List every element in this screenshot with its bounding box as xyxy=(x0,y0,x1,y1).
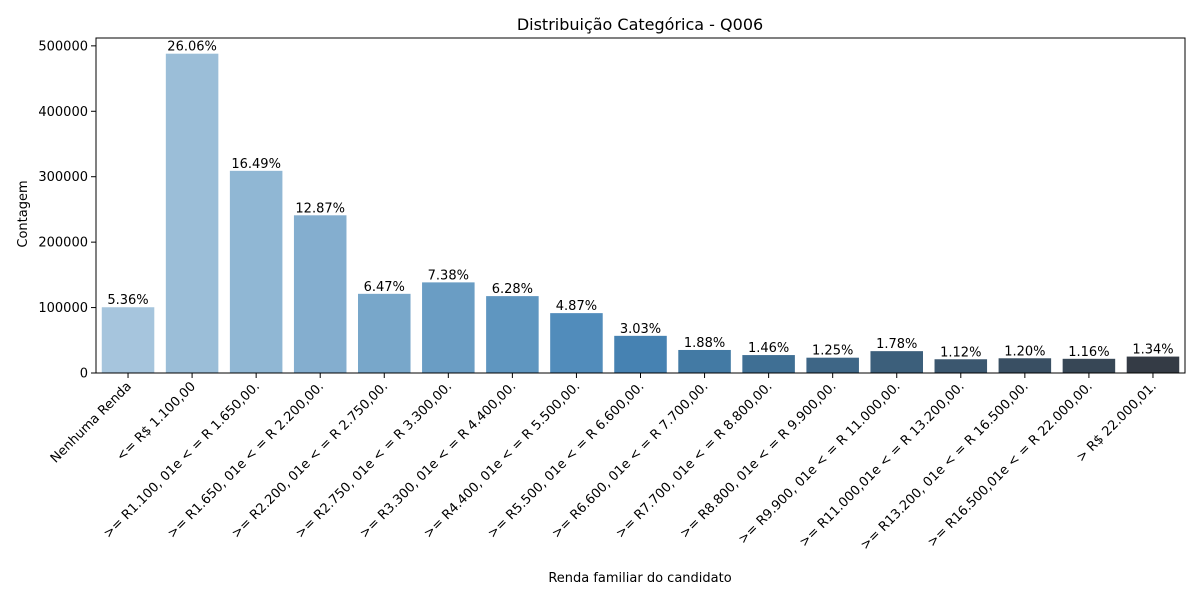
data-label: 1.34% xyxy=(1132,343,1173,358)
data-label: 3.03% xyxy=(620,322,661,337)
bar xyxy=(614,335,667,373)
data-label: 1.12% xyxy=(940,345,981,360)
bar xyxy=(742,355,795,373)
bar xyxy=(870,351,923,373)
y-axis-label: Contagem xyxy=(16,180,31,247)
data-label: 5.36% xyxy=(107,293,148,308)
bar xyxy=(293,215,347,373)
bar xyxy=(165,53,219,373)
bar xyxy=(358,293,411,373)
y-tick-label: 0 xyxy=(80,367,88,382)
bar xyxy=(1062,358,1116,373)
bar xyxy=(422,282,475,373)
bar xyxy=(229,170,283,373)
data-label: 1.25% xyxy=(812,344,853,359)
bar xyxy=(550,313,603,373)
data-label: 4.87% xyxy=(556,299,597,314)
bar xyxy=(486,296,539,373)
data-label: 26.06% xyxy=(167,40,217,55)
bar xyxy=(1126,356,1180,373)
bar xyxy=(678,349,731,373)
y-tick-label: 400000 xyxy=(38,105,88,120)
bars-layer xyxy=(101,53,1180,373)
data-labels-layer: 5.36% 26.06% 16.49% 12.87% 6.47% 7.38% 6.28% 4.… xyxy=(107,40,1173,361)
bar xyxy=(806,357,859,373)
y-tick-label: 500000 xyxy=(38,39,88,54)
bar xyxy=(934,359,988,373)
data-label: 12.87% xyxy=(295,201,345,216)
data-label: 1.46% xyxy=(748,341,789,356)
data-label: 6.28% xyxy=(492,282,533,297)
data-label: 1.16% xyxy=(1068,345,1109,360)
y-axis: 0 100000 200000 300000 400000 500000 xyxy=(38,39,96,382)
y-tick-label: 200000 xyxy=(38,236,88,251)
bar xyxy=(101,307,155,373)
y-tick-label: 300000 xyxy=(38,170,88,185)
x-axis: Nenhuma Renda<= R$ 1.100,00>= R1.100, 01… xyxy=(48,373,1160,553)
y-tick-label: 100000 xyxy=(38,301,88,316)
data-label: 6.47% xyxy=(364,280,405,295)
data-label: 16.49% xyxy=(231,157,281,172)
bar xyxy=(998,358,1052,373)
data-label: 1.88% xyxy=(684,336,725,351)
data-label: 1.78% xyxy=(876,337,917,352)
x-axis-label: Renda familiar do candidato xyxy=(548,571,731,586)
data-label: 1.20% xyxy=(1004,344,1045,359)
plot-frame xyxy=(95,37,1186,374)
chart-title: Distribuição Categórica - Q006 xyxy=(517,15,763,34)
data-label: 7.38% xyxy=(428,268,469,283)
